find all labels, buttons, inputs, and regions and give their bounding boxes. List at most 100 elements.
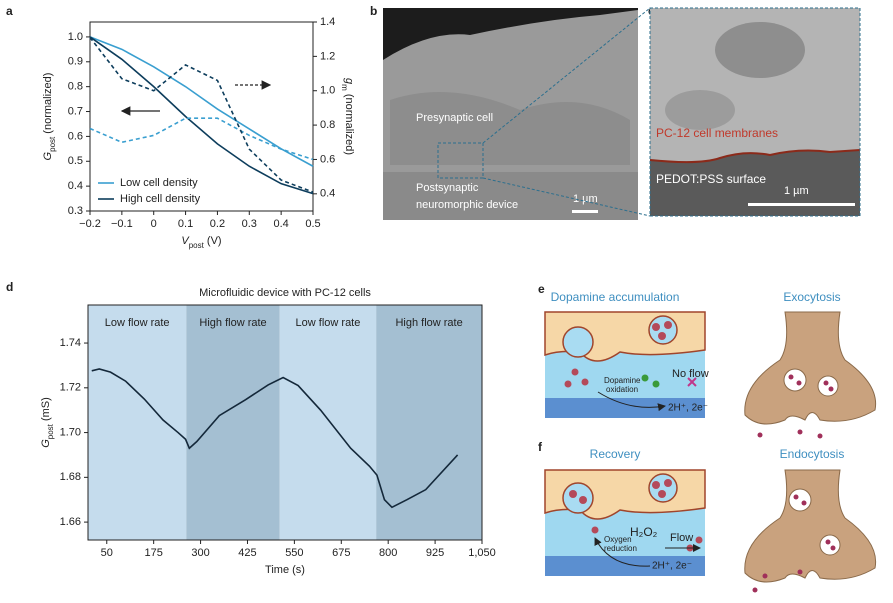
diagram-label: Dopamine (604, 376, 641, 385)
chart-a: −0.2 −0.1 0 0.1 0.2 0.3 0.4 0.5 0.3 0.4 0.5 0.6 0.7 0… (42, 16, 355, 250)
y-tick-label: 1.66 (60, 516, 81, 528)
x-tick-label: 425 (238, 547, 256, 559)
series-line (89, 117, 314, 161)
region (279, 305, 377, 540)
axis-label-main: G (42, 151, 54, 160)
x-tick-label: 550 (285, 547, 303, 559)
diagram-label: Flow (670, 532, 693, 544)
image-label: Postsynaptic (416, 182, 479, 194)
y2-tick-label: 1.4 (320, 16, 335, 28)
zoom-line (482, 7, 651, 144)
y-tick-label: 1.0 (68, 31, 83, 43)
diagram-title: Recovery (590, 447, 641, 461)
x-tick-label: 1,050 (468, 547, 496, 559)
axis-label: Gpost (mS) (40, 397, 55, 448)
y-tick-label: 0.7 (68, 105, 83, 117)
axis-label-rest: (V) (204, 235, 222, 247)
panel-label: b (370, 4, 377, 18)
y-tick-label: 1.74 (60, 337, 81, 349)
x-tick-label: 0.5 (305, 218, 320, 230)
diagram-e (544, 311, 706, 418)
region-label: High flow rate (199, 317, 266, 329)
y-tick-label: 0.6 (68, 130, 83, 142)
legend-label: High cell density (120, 193, 201, 205)
series-line (89, 36, 314, 167)
region (186, 305, 280, 540)
series-line (89, 36, 314, 193)
x-tick-label: 925 (426, 547, 444, 559)
series-line (89, 36, 314, 195)
y-tick-label: 1.70 (60, 426, 81, 438)
panel-label: d (6, 280, 13, 294)
y2-tick-label: 0.8 (320, 119, 335, 131)
x-tick-label: 800 (379, 547, 397, 559)
x-tick-label: 0 (151, 218, 157, 230)
axis-label: gm (normalized) (340, 78, 355, 155)
scale-label: 1 µm (784, 185, 809, 197)
y-tick-label: 0.9 (68, 56, 83, 68)
diagram-title: Dopamine accumulation (551, 290, 680, 304)
region (88, 305, 187, 540)
image-label: Presynaptic cell (416, 112, 493, 124)
region-label: Low flow rate (296, 317, 361, 329)
panel-label: f (538, 440, 543, 454)
x-tick-label: −0.2 (79, 218, 101, 230)
y-tick-label: 1.72 (60, 382, 81, 394)
y-tick-label: 1.68 (60, 471, 81, 483)
scale-label: 1 µm (573, 193, 598, 205)
axis-label-sub: post (46, 423, 55, 439)
y-tick-label: 0.3 (68, 205, 83, 217)
axis-label-main: V (181, 235, 190, 247)
diagram-label: 2H⁺, 2e⁻ (652, 561, 692, 572)
x-tick-label: 0.2 (210, 218, 225, 230)
x-tick-label: 175 (144, 547, 162, 559)
axis-label-sub: post (189, 241, 205, 250)
axis-label-rest: (normalized) (42, 73, 54, 137)
micrograph-b (383, 8, 638, 220)
neuron-f (744, 469, 877, 593)
panel-label: a (6, 4, 13, 18)
plot-frame (87, 304, 483, 541)
diagram-label: No flow (672, 368, 709, 380)
legend-label: Low cell density (120, 177, 198, 189)
image-label: neuromorphic device (416, 199, 518, 211)
x-tick-label: 50 (101, 547, 113, 559)
axis-label-main: Time (s) (265, 564, 305, 576)
y-tick-label: 0.8 (68, 81, 83, 93)
x-tick-label: 300 (191, 547, 209, 559)
axis-label-sub: post (48, 136, 57, 152)
chart-d: Low flow rate High flow rate Low flow rate… (40, 287, 496, 576)
x-tick-label: −0.1 (111, 218, 133, 230)
axis-label-main: g (343, 78, 355, 85)
axis-label-sub: m (340, 84, 349, 91)
axis-label: Vpost (V) (181, 235, 221, 250)
axis-label-main: G (40, 439, 52, 448)
diagram-label: H₂O₂ (630, 525, 658, 539)
neuron-e (744, 311, 877, 439)
diagram-f (544, 469, 706, 576)
region-label: Low flow rate (105, 317, 170, 329)
y2-tick-label: 0.4 (320, 188, 335, 200)
axis-label-rest: (normalized) (343, 91, 355, 155)
plot-frame (89, 21, 314, 212)
micrograph-c (649, 7, 861, 217)
x-tick-label: 0.1 (178, 218, 193, 230)
diagram-label: 2H⁺, 2e⁻ (668, 403, 708, 414)
image-label: PEDOT:PSS surface (656, 172, 766, 186)
y2-tick-label: 0.6 (320, 153, 335, 165)
chart-title: Microfluidic device with PC-12 cells (199, 287, 371, 299)
diagram-title: Endocytosis (780, 447, 845, 461)
axis-label: Gpost (normalized) (42, 73, 57, 161)
panel-label: e (538, 282, 545, 296)
y-tick-label: 0.4 (68, 180, 83, 192)
region-label: High flow rate (395, 317, 462, 329)
diagram-label: reduction (604, 544, 637, 553)
y2-tick-label: 1.2 (320, 50, 335, 62)
y2-tick-label: 1.0 (320, 85, 335, 97)
x-tick-label: 675 (332, 547, 350, 559)
x-tick-label: 0.3 (242, 218, 257, 230)
diagram-label: oxidation (606, 385, 638, 394)
x-tick-label: 0.4 (273, 218, 288, 230)
diagram-title: Exocytosis (783, 290, 840, 304)
